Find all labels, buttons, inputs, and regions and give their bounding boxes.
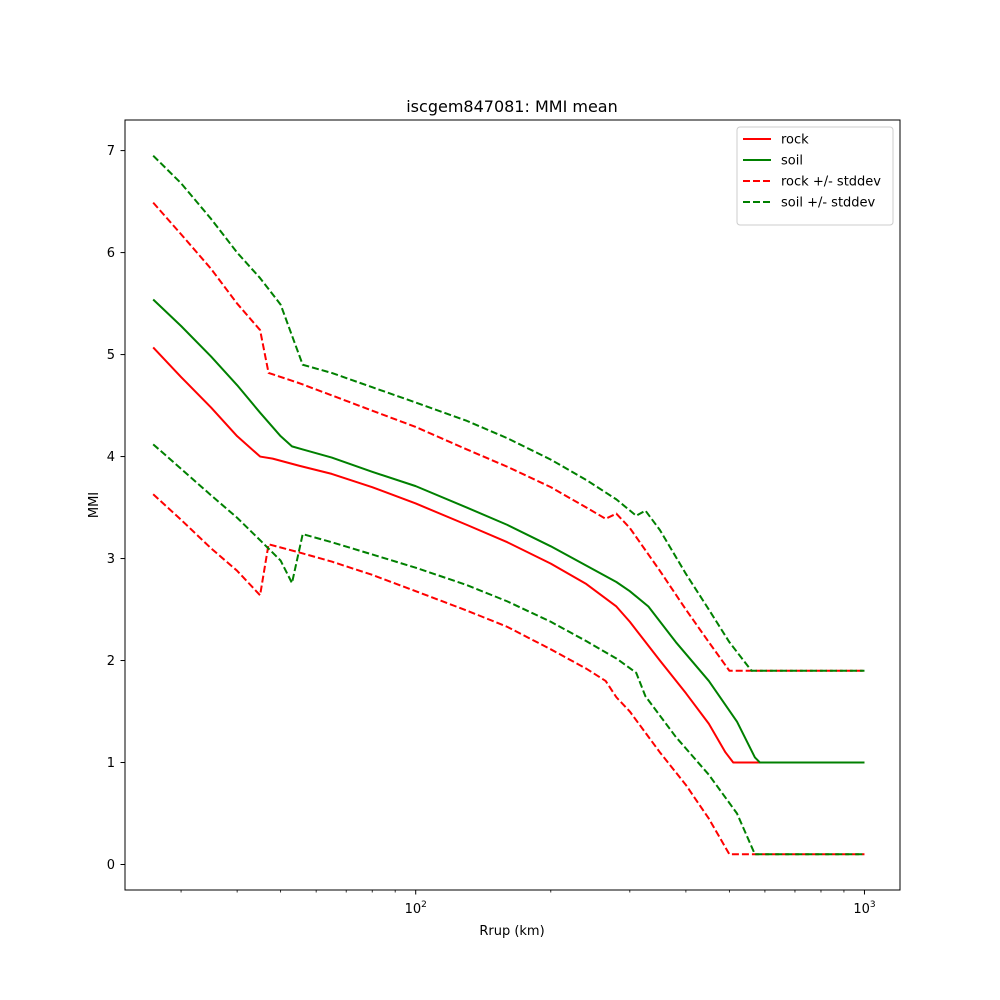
y-tick-label: 3 (107, 552, 115, 567)
legend: rock soil rock +/- stddev soil +/- stddev (736, 126, 894, 226)
legend-label: soil +/- stddev (781, 196, 876, 211)
plot-area (152, 154, 865, 856)
x-tick-label: 103 (853, 900, 875, 917)
series-line-2 (152, 201, 865, 672)
y-tick-label: 7 (107, 144, 115, 159)
x-axis-label: Rrup (km) (479, 924, 544, 939)
y-tick-label: 0 (107, 858, 115, 873)
series-line-3 (152, 493, 865, 856)
y-axis-label: MMI (87, 492, 102, 518)
series-line-0 (152, 346, 865, 764)
series-line-5 (152, 443, 865, 856)
legend-label: rock (781, 133, 809, 148)
y-axis-ticks: 0 1 2 3 4 5 6 7 (107, 144, 125, 873)
series-line-1 (152, 298, 865, 764)
chart-title: iscgem847081: MMI mean (406, 97, 618, 116)
x-axis-ticks: 102 103 (180, 890, 876, 917)
y-tick-label: 4 (107, 450, 115, 465)
y-tick-label: 6 (107, 246, 115, 261)
x-tick-label: 102 (405, 900, 427, 917)
y-tick-label: 1 (107, 756, 115, 771)
series-line-4 (152, 154, 865, 672)
axes-frame (124, 119, 901, 891)
legend-label: rock +/- stddev (781, 175, 881, 190)
legend-label: soil (781, 154, 803, 169)
y-tick-label: 5 (107, 348, 115, 363)
legend-box (736, 126, 894, 226)
y-tick-label: 2 (107, 654, 115, 669)
